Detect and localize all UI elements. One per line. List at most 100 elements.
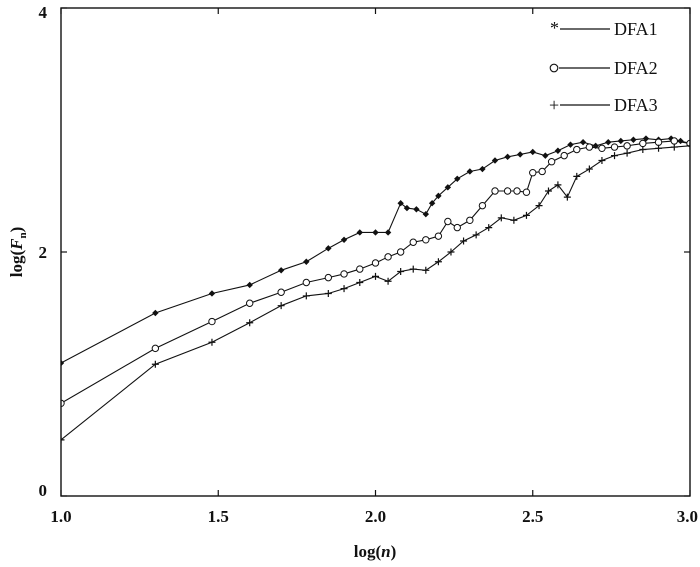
data-point-dfa3 xyxy=(409,265,417,273)
data-point-dfa2 xyxy=(466,216,474,224)
data-point-dfa3 xyxy=(277,302,285,310)
data-point-dfa3 xyxy=(340,285,348,293)
data-point-dfa1 xyxy=(152,309,159,317)
data-point-dfa2 xyxy=(151,344,160,353)
data-point-dfa3 xyxy=(623,149,631,157)
y-tick-label: 4 xyxy=(39,3,48,22)
legend-entry-dfa1: * DFA1 xyxy=(550,18,658,39)
data-point-dfa3 xyxy=(246,319,254,327)
data-point-dfa1 xyxy=(454,175,461,182)
data-point-dfa1 xyxy=(444,184,452,191)
data-point-dfa3 xyxy=(655,144,663,152)
data-point-dfa3 xyxy=(522,211,530,219)
data-point-dfa1 xyxy=(246,281,253,289)
data-point-dfa2 xyxy=(324,273,333,282)
data-point-dfa3 xyxy=(447,248,455,256)
data-point-dfa1 xyxy=(567,141,574,148)
legend-entry-dfa3: + DFA3 xyxy=(549,95,658,115)
y-tick-label: 0 xyxy=(39,481,48,500)
data-point-dfa3 xyxy=(544,187,552,195)
data-point-dfa2 xyxy=(61,399,65,407)
series-line-dfa1 xyxy=(61,137,690,364)
data-point-dfa2 xyxy=(610,143,619,151)
data-point-dfa2 xyxy=(654,138,663,146)
data-point-dfa3 xyxy=(422,266,430,274)
data-point-dfa3 xyxy=(460,237,468,245)
data-point-dfa1 xyxy=(61,359,65,367)
data-point-dfa1 xyxy=(277,267,285,274)
data-point-dfa3 xyxy=(151,360,159,368)
data-point-dfa2 xyxy=(478,201,487,210)
data-point-dfa2 xyxy=(623,142,631,150)
data-point-dfa3 xyxy=(670,143,678,151)
data-point-dfa1 xyxy=(356,229,363,236)
data-point-dfa2 xyxy=(573,145,581,154)
data-point-dfa1 xyxy=(413,206,420,213)
data-point-dfa1 xyxy=(554,147,562,154)
data-point-dfa2 xyxy=(585,143,594,151)
y-axis-label: log(Fn) xyxy=(7,227,29,278)
data-point-dfa2 xyxy=(491,187,499,195)
data-point-dfa3 xyxy=(324,289,332,297)
data-point-dfa2 xyxy=(277,288,285,296)
data-point-dfa3 xyxy=(554,181,562,189)
data-point-dfa3 xyxy=(686,142,690,150)
data-point-dfa2 xyxy=(453,223,461,232)
data-point-dfa3 xyxy=(397,268,405,276)
data-point-dfa3 xyxy=(611,152,619,160)
data-point-dfa1 xyxy=(340,236,348,243)
data-point-dfa2 xyxy=(208,317,216,326)
data-point-dfa3 xyxy=(585,165,593,173)
data-point-dfa1 xyxy=(325,245,332,252)
data-point-dfa3 xyxy=(639,146,647,154)
x-tick-label: 3.0 xyxy=(677,507,698,526)
data-point-dfa2 xyxy=(371,259,380,267)
x-tick-label: 1.5 xyxy=(208,507,229,526)
x-tick-label: 2.0 xyxy=(365,507,386,526)
data-point-dfa1 xyxy=(617,137,625,145)
series-dfa3 xyxy=(61,142,690,444)
data-point-dfa3 xyxy=(384,277,392,285)
axis-ticks-layer: 1.0 1.5 2.0 2.5 3.0 0 2 4 xyxy=(39,3,699,526)
data-point-dfa1 xyxy=(479,165,486,173)
data-point-dfa1 xyxy=(403,204,411,212)
data-point-dfa2 xyxy=(538,167,546,176)
data-point-dfa2 xyxy=(340,270,348,278)
data-point-dfa3 xyxy=(356,279,364,286)
data-point-dfa1 xyxy=(372,229,379,236)
y-tick-label: 2 xyxy=(39,243,48,262)
data-point-dfa1 xyxy=(466,168,474,175)
data-point-dfa1 xyxy=(677,137,684,145)
data-point-dfa1 xyxy=(303,258,310,265)
data-point-dfa2 xyxy=(560,151,568,160)
legend-label-dfa1: DFA1 xyxy=(614,19,658,39)
data-point-dfa1 xyxy=(605,139,612,146)
series-dfa1 xyxy=(61,135,690,367)
legend: * DFA1 DFA2 + DFA3 xyxy=(549,18,658,115)
plot-series-layer xyxy=(61,135,690,444)
x-tick-label: 1.0 xyxy=(50,507,71,526)
data-point-dfa1 xyxy=(516,151,524,158)
data-point-dfa3 xyxy=(372,272,379,280)
data-point-dfa3 xyxy=(472,231,480,239)
data-point-dfa2 xyxy=(302,278,311,287)
data-point-dfa3 xyxy=(485,224,493,232)
data-point-dfa2 xyxy=(422,236,430,244)
data-point-dfa3 xyxy=(302,292,310,300)
data-point-dfa3 xyxy=(535,202,543,210)
data-point-dfa2 xyxy=(522,188,531,196)
data-point-dfa3 xyxy=(563,193,571,201)
data-point-dfa2 xyxy=(598,144,606,153)
data-point-dfa3 xyxy=(598,157,606,164)
data-point-dfa1 xyxy=(435,192,442,200)
data-point-dfa3 xyxy=(434,258,442,266)
data-point-dfa3 xyxy=(510,216,518,224)
data-point-dfa2 xyxy=(547,158,556,166)
data-point-dfa2 xyxy=(409,238,417,246)
plot-frame xyxy=(60,7,691,497)
data-point-dfa1 xyxy=(422,210,430,218)
data-point-dfa1 xyxy=(208,290,216,297)
data-point-dfa2 xyxy=(670,137,678,145)
legend-label-dfa2: DFA2 xyxy=(614,58,658,78)
